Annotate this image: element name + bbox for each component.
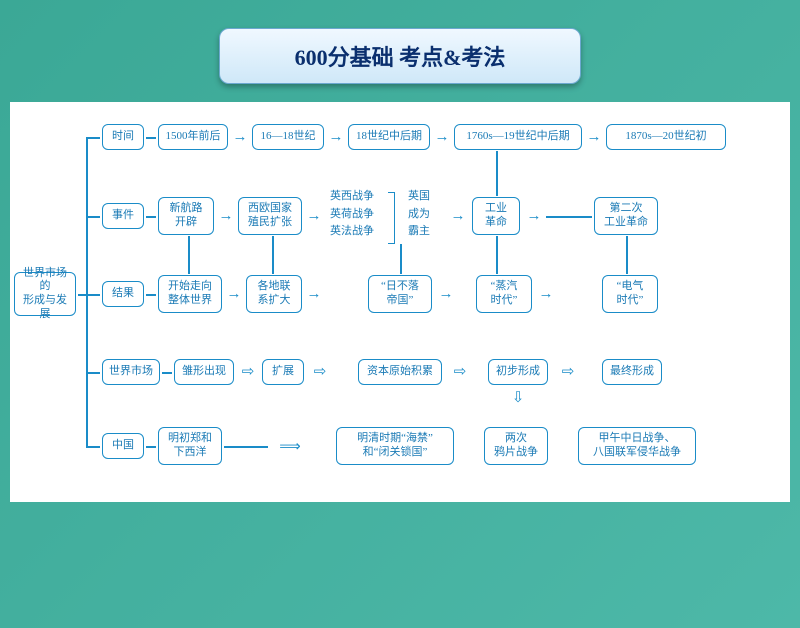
time-2: 16—18世纪	[252, 124, 324, 150]
outline-arrow-icon: ⟹	[270, 440, 310, 452]
become-3: 霸主	[408, 225, 430, 237]
arrow-icon: →	[536, 288, 556, 300]
china-2: 明清时期“海禁” 和“闭关锁国”	[336, 427, 454, 465]
market-3: 资本原始积累	[358, 359, 442, 385]
event-rev1: 工业 革命	[472, 197, 520, 235]
result-1: 开始走向 整体世界	[158, 275, 222, 313]
result-4: “蒸汽 时代”	[476, 275, 532, 313]
arrow-icon: →	[230, 131, 250, 143]
time-3: 18世纪中后期	[348, 124, 430, 150]
china-1: 明初郑和 下西洋	[158, 427, 222, 465]
arrow-icon: →	[224, 288, 244, 300]
arrow-icon: →	[304, 288, 324, 300]
market-5: 最终形成	[602, 359, 662, 385]
arrow-icon: →	[584, 131, 604, 143]
market-1: 雏形出现	[174, 359, 234, 385]
war-2: 英荷战争	[330, 208, 374, 220]
event-1: 新航路 开辟	[158, 197, 214, 235]
row-china-label: 中国	[102, 433, 144, 459]
arrow-icon: →	[524, 210, 544, 222]
row-result-label: 结果	[102, 281, 144, 307]
page-title: 600分基础 考点&考法	[219, 28, 581, 84]
event-rev2: 第二次 工业革命	[594, 197, 658, 235]
arrow-icon: →	[216, 210, 236, 222]
time-4: 1760s—19世纪中后期	[454, 124, 582, 150]
market-2: 扩展	[262, 359, 304, 385]
wars-list: 英西战争 英荷战争 英法战争	[330, 188, 374, 241]
become-1: 英国	[408, 190, 430, 202]
china-3: 两次 鸦片战争	[484, 427, 548, 465]
row-time-label: 时间	[102, 124, 144, 150]
arrow-icon: →	[304, 210, 324, 222]
down-arrow-icon: ⇩	[512, 388, 524, 406]
outline-arrow-icon: ⇨	[450, 365, 470, 377]
root-node: 世界市场的 形成与发展	[14, 272, 76, 316]
result-2: 各地联 系扩大	[246, 275, 302, 313]
time-1: 1500年前后	[158, 124, 228, 150]
row-event-label: 事件	[102, 203, 144, 229]
outline-arrow-icon: ⇨	[238, 365, 258, 377]
outline-arrow-icon: ⇨	[558, 365, 578, 377]
result-3: “日不落 帝国”	[368, 275, 432, 313]
arrow-icon: →	[448, 210, 468, 222]
event-2: 西欧国家 殖民扩张	[238, 197, 302, 235]
become-2: 成为	[408, 208, 430, 220]
time-5: 1870s—20世纪初	[606, 124, 726, 150]
market-4: 初步形成	[488, 359, 548, 385]
arrow-icon: →	[436, 288, 456, 300]
arrow-icon: →	[326, 131, 346, 143]
arrow-icon: →	[432, 131, 452, 143]
outline-arrow-icon: ⇨	[310, 365, 330, 377]
become-list: 英国 成为 霸主	[408, 188, 430, 241]
war-1: 英西战争	[330, 190, 374, 202]
china-4: 甲午中日战争、 八国联军侵华战争	[578, 427, 696, 465]
result-5: “电气 时代”	[602, 275, 658, 313]
war-3: 英法战争	[330, 225, 374, 237]
flowchart: 世界市场的 形成与发展 时间 1500年前后 → 16—18世纪 → 18世纪中…	[10, 102, 790, 502]
row-market-label: 世界市场	[102, 359, 160, 385]
